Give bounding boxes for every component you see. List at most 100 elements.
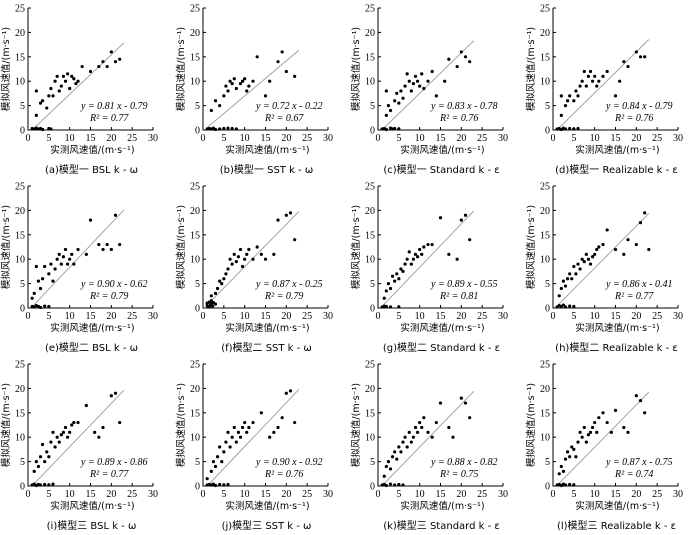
- data-point: [568, 272, 572, 276]
- regression-equation: y = 0.84 x - 0.79: [605, 101, 672, 112]
- data-point: [43, 304, 47, 308]
- data-point: [251, 79, 255, 83]
- data-point: [213, 464, 218, 469]
- y-axis-label: 模拟风速值/(m·s⁻¹): [350, 383, 362, 467]
- data-point: [384, 483, 388, 488]
- y-tick-label: 20: [190, 28, 200, 39]
- data-point: [255, 245, 259, 249]
- data-point: [97, 64, 101, 69]
- x-axis-label: 实测风速值/(m·s⁻¹): [575, 500, 659, 512]
- data-point: [215, 286, 220, 291]
- data-point: [572, 99, 576, 103]
- y-tick-label: 25: [190, 182, 200, 193]
- data-point: [390, 455, 395, 459]
- data-point: [399, 89, 403, 93]
- data-point: [565, 277, 570, 281]
- data-point: [397, 445, 401, 449]
- data-point: [234, 127, 238, 131]
- x-tick-label: 25: [302, 311, 312, 322]
- data-point: [586, 74, 591, 78]
- data-point: [288, 389, 293, 393]
- fit-line: [381, 390, 475, 487]
- x-tick-label: 0: [551, 133, 556, 144]
- data-point: [643, 411, 647, 415]
- data-point: [43, 482, 47, 487]
- data-point: [578, 430, 582, 434]
- data-point: [243, 420, 247, 425]
- data-point: [51, 94, 55, 98]
- data-point: [51, 279, 55, 283]
- data-point: [386, 282, 391, 286]
- data-point: [113, 391, 118, 395]
- data-point: [226, 430, 230, 434]
- data-point: [386, 460, 391, 464]
- data-point: [388, 467, 393, 471]
- data-point: [222, 94, 226, 98]
- data-point: [47, 272, 51, 276]
- y-tick-label: 15: [190, 408, 200, 419]
- x-tick-label: 25: [652, 311, 662, 322]
- x-tick-label: 15: [436, 311, 446, 322]
- data-point: [586, 433, 591, 437]
- r-squared-label: R² = 0.79: [264, 291, 303, 302]
- data-point: [401, 269, 405, 273]
- data-point: [409, 262, 413, 266]
- x-tick-label: 30: [148, 489, 158, 500]
- y-tick-label: 20: [365, 206, 375, 217]
- data-point: [88, 69, 93, 74]
- data-point: [251, 420, 255, 425]
- y-axis-label: 模拟风速值/(m·s⁻¹): [0, 205, 12, 289]
- y-tick-label: 0: [20, 482, 25, 493]
- x-tick-label: 30: [148, 311, 158, 322]
- data-point: [605, 69, 609, 74]
- data-point: [595, 84, 599, 88]
- data-point: [576, 126, 580, 131]
- data-point: [101, 60, 105, 64]
- data-point: [259, 252, 263, 256]
- data-point: [401, 440, 405, 444]
- data-point: [61, 74, 66, 78]
- data-point: [409, 89, 413, 93]
- y-tick-label: 20: [540, 206, 550, 217]
- y-tick-label: 25: [15, 360, 25, 371]
- x-tick-label: 25: [652, 133, 662, 144]
- data-point: [622, 60, 626, 64]
- fit-line: [381, 40, 475, 131]
- data-point: [565, 99, 570, 103]
- data-point: [61, 430, 66, 434]
- y-tick-label: 20: [540, 384, 550, 395]
- data-point: [70, 74, 74, 78]
- y-tick-label: 25: [190, 360, 200, 371]
- data-point: [209, 469, 213, 473]
- x-tick-label: 20: [106, 133, 116, 144]
- x-tick-label: 25: [127, 489, 137, 500]
- data-point: [51, 482, 55, 486]
- data-point: [622, 425, 626, 430]
- x-tick-label: 10: [590, 133, 600, 144]
- x-tick-label: 5: [396, 133, 401, 144]
- y-tick-label: 0: [370, 482, 375, 493]
- data-point: [36, 279, 41, 283]
- data-point: [70, 423, 74, 427]
- scatter-panel: 0 5 10 15 20 25 30 0 5 10 15 20 25 模拟风速值/(m·s⁻¹) 实测风速值…: [525, 182, 683, 355]
- data-point: [576, 440, 580, 444]
- data-point: [578, 267, 582, 271]
- data-point: [430, 69, 434, 74]
- fit-line: [31, 209, 125, 307]
- data-point: [47, 304, 51, 309]
- data-point: [405, 72, 409, 76]
- data-point: [647, 247, 651, 252]
- data-point: [463, 55, 468, 59]
- x-tick-label: 10: [415, 489, 425, 500]
- data-point: [59, 262, 63, 266]
- data-point: [582, 425, 586, 430]
- x-tick-label: 5: [46, 133, 51, 144]
- data-point: [570, 445, 574, 449]
- x-tick-label: 25: [477, 311, 487, 322]
- fit-line: [556, 39, 650, 131]
- data-point: [397, 277, 401, 281]
- data-point: [580, 257, 584, 261]
- y-tick-label: 20: [365, 28, 375, 39]
- data-point: [418, 84, 422, 88]
- y-tick-label: 0: [545, 482, 550, 493]
